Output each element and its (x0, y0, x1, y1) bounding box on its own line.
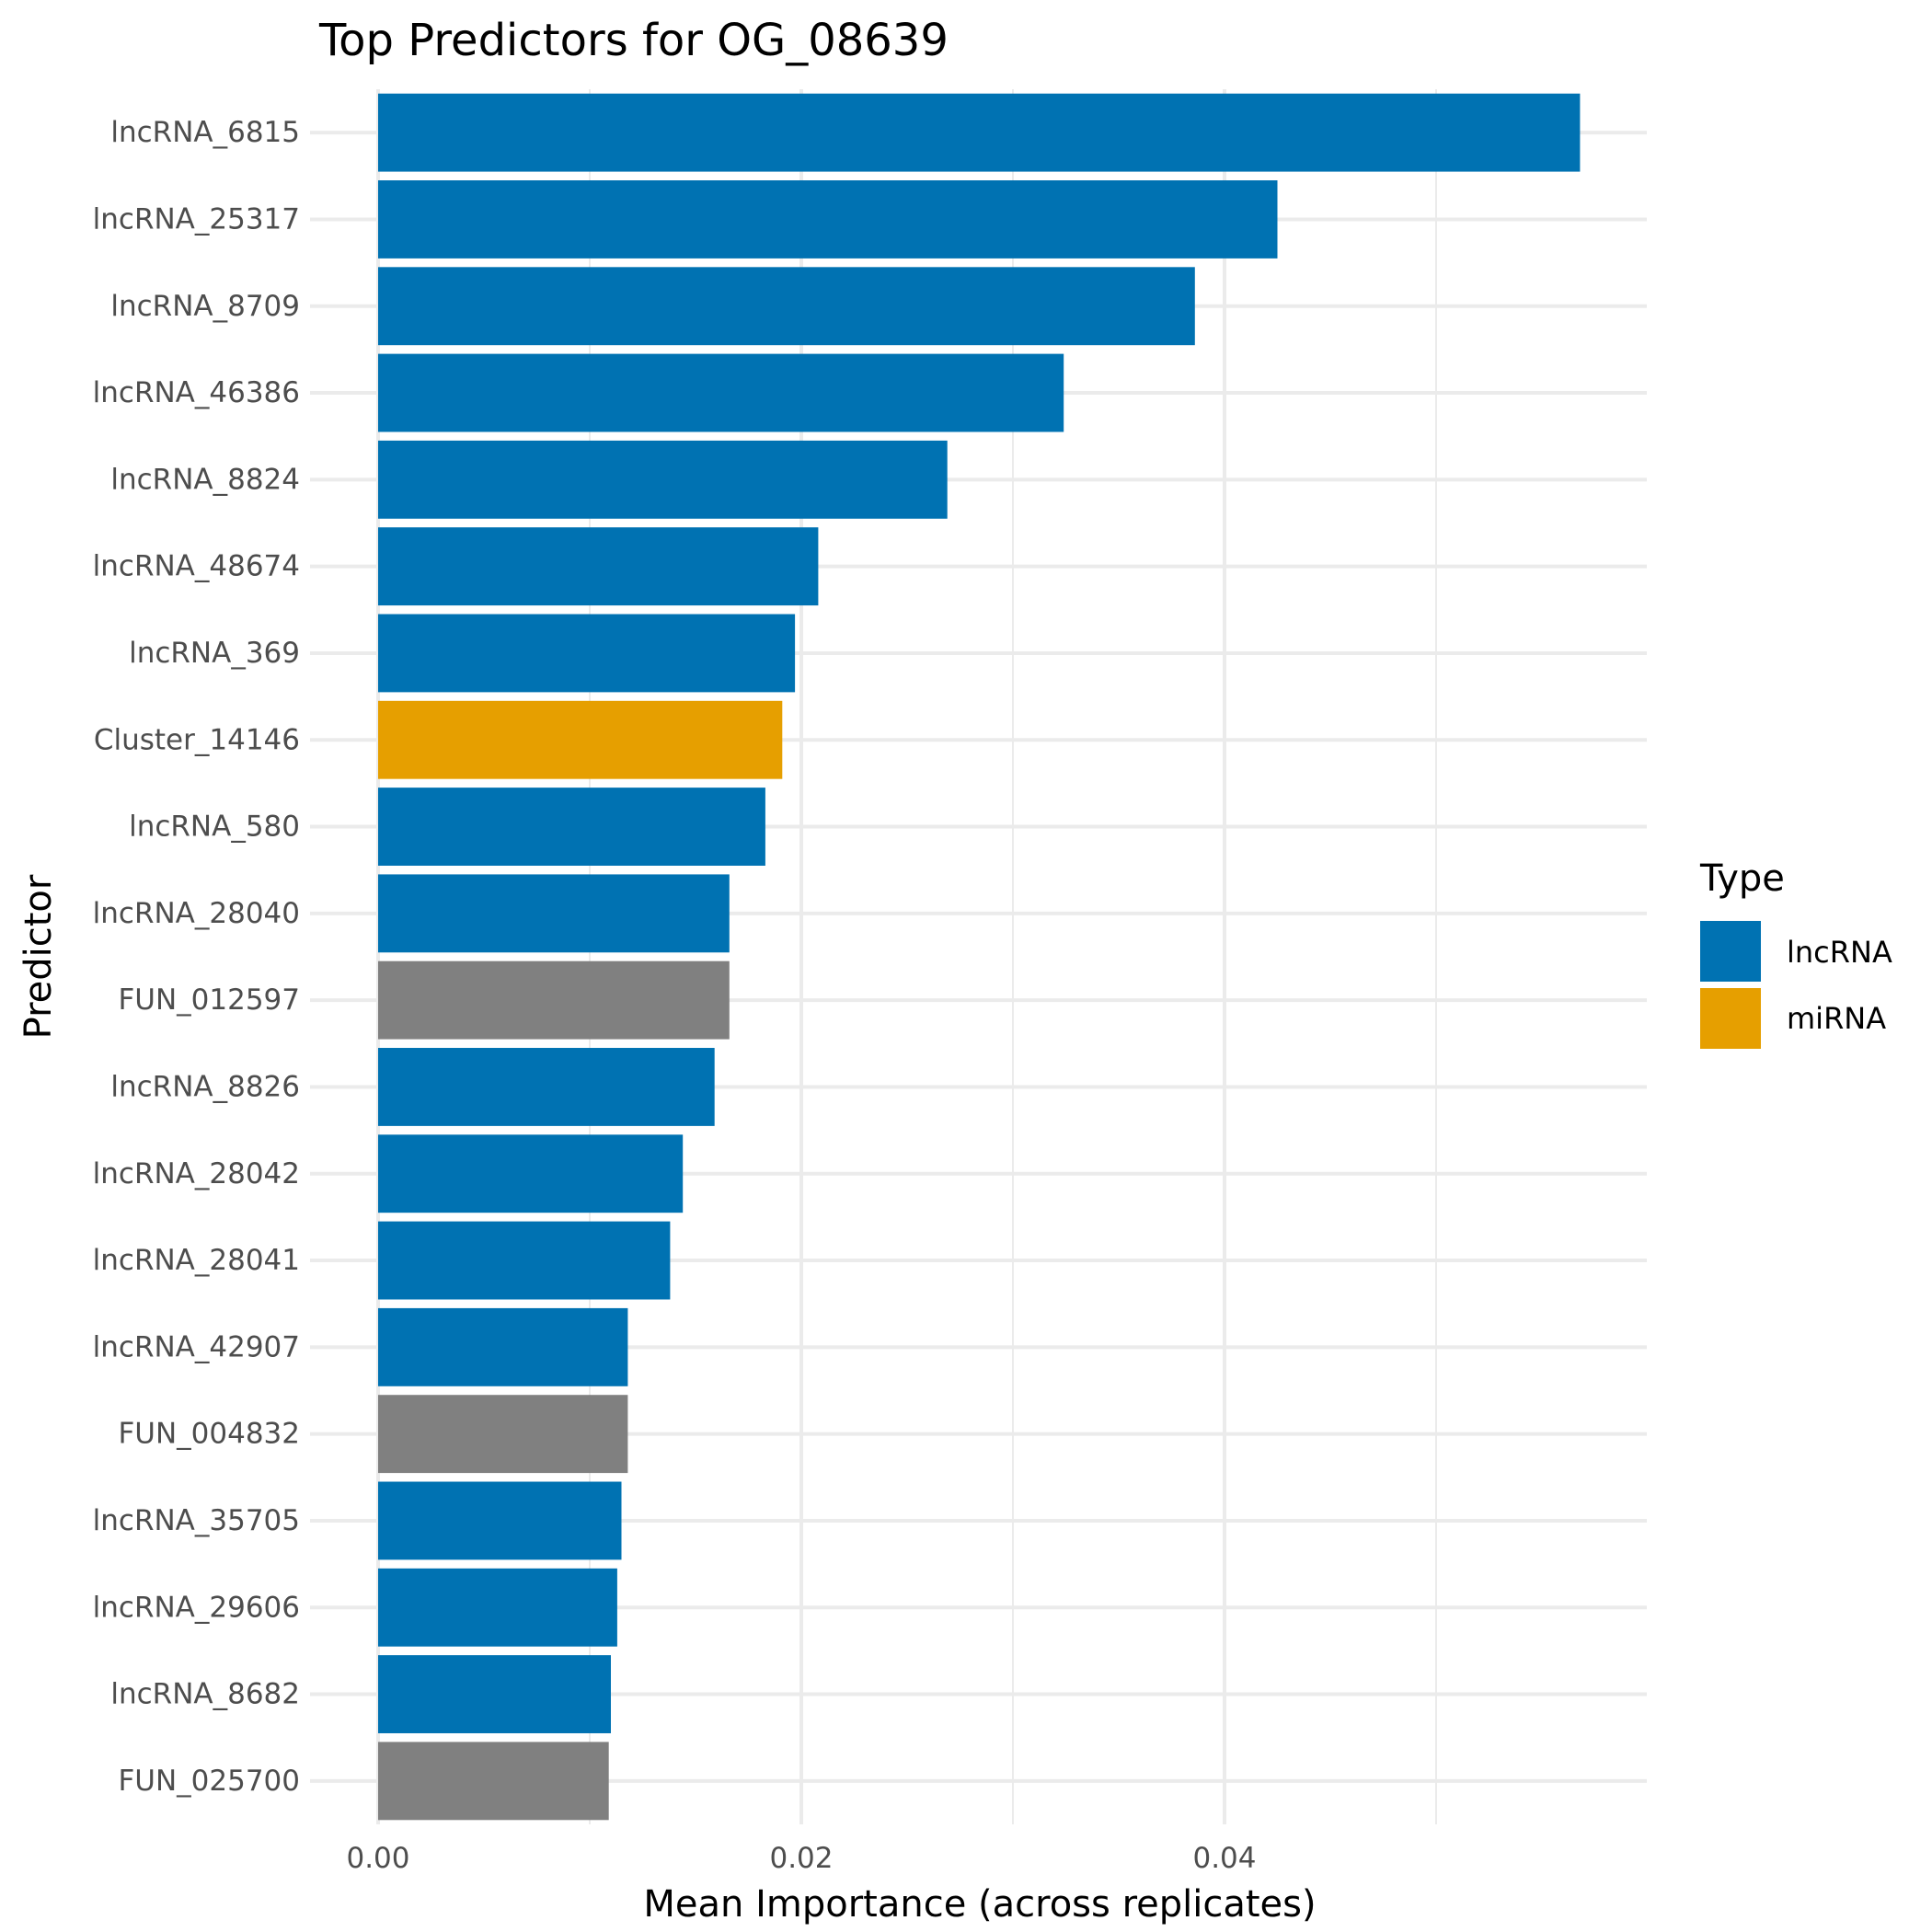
y-tick-label: lncRNA_369 (129, 637, 300, 670)
bar (378, 960, 730, 1040)
bar (378, 93, 1581, 172)
bar (378, 788, 765, 866)
x-tick-label: 0.00 (346, 1842, 409, 1875)
bar (378, 440, 948, 519)
legend-label-lncrna: lncRNA (1787, 935, 1892, 970)
y-tick-label: lncRNA_29606 (93, 1591, 300, 1624)
y-tick-label: lncRNA_580 (129, 811, 300, 844)
legend-swatch-lncrna (1700, 921, 1761, 982)
x-tick-labels: 0.00 0.02 0.04 (346, 1842, 1256, 1875)
y-tick-label: lncRNA_8709 (110, 290, 300, 323)
x-axis-title: Mean Importance (across replicates) (643, 1883, 1316, 1926)
bar (378, 267, 1195, 346)
y-tick-label: lncRNA_25317 (93, 202, 300, 236)
bar (378, 700, 783, 779)
y-tick-label: lncRNA_28042 (93, 1157, 300, 1190)
y-tick-label: FUN_012597 (118, 983, 300, 1017)
bar (378, 1568, 617, 1647)
bar (378, 1655, 611, 1733)
bar (378, 180, 1278, 259)
bar (378, 1395, 628, 1474)
y-tick-label: FUN_004832 (118, 1418, 300, 1451)
x-tick-label: 0.04 (1192, 1842, 1256, 1875)
legend-swatch-mirna (1700, 988, 1761, 1049)
y-tick-label: lncRNA_35705 (93, 1504, 300, 1537)
chart-title: Top Predictors for OG_08639 (318, 15, 949, 66)
y-tick-label: lncRNA_28040 (93, 897, 300, 930)
y-tick-label: lncRNA_8826 (110, 1070, 300, 1103)
bar (378, 353, 1064, 432)
y-tick-label: lncRNA_28041 (93, 1244, 300, 1277)
bar (378, 1048, 715, 1126)
bar (378, 1221, 671, 1300)
x-tick-label: 0.02 (769, 1842, 833, 1875)
bar (378, 1134, 684, 1213)
y-tick-label: FUN_025700 (118, 1765, 300, 1798)
legend-label-mirna: miRNA (1787, 1001, 1886, 1036)
legend: Type lncRNA miRNA (1699, 857, 1892, 1049)
y-tick-label: lncRNA_8824 (110, 463, 300, 496)
bar (378, 874, 730, 953)
y-tick-label: lncRNA_46386 (93, 376, 300, 409)
y-tick-labels: lncRNA_6815 lncRNA_25317 lncRNA_8709 lncRNA… (93, 116, 300, 1798)
y-tick-label: lncRNA_6815 (110, 116, 300, 149)
y-axis-title: Predictor (17, 874, 60, 1039)
legend-title: Type (1699, 857, 1785, 900)
y-tick-label: Cluster_14146 (94, 723, 300, 756)
bars-group (378, 93, 1581, 1821)
bar (378, 1742, 609, 1821)
y-tick-label: lncRNA_48674 (93, 550, 300, 583)
bar (378, 1307, 628, 1386)
bar (378, 1481, 622, 1560)
y-tick-label: lncRNA_8682 (110, 1678, 300, 1711)
bar (378, 527, 819, 606)
y-tick-label: lncRNA_42907 (93, 1330, 300, 1363)
bar (378, 614, 796, 693)
